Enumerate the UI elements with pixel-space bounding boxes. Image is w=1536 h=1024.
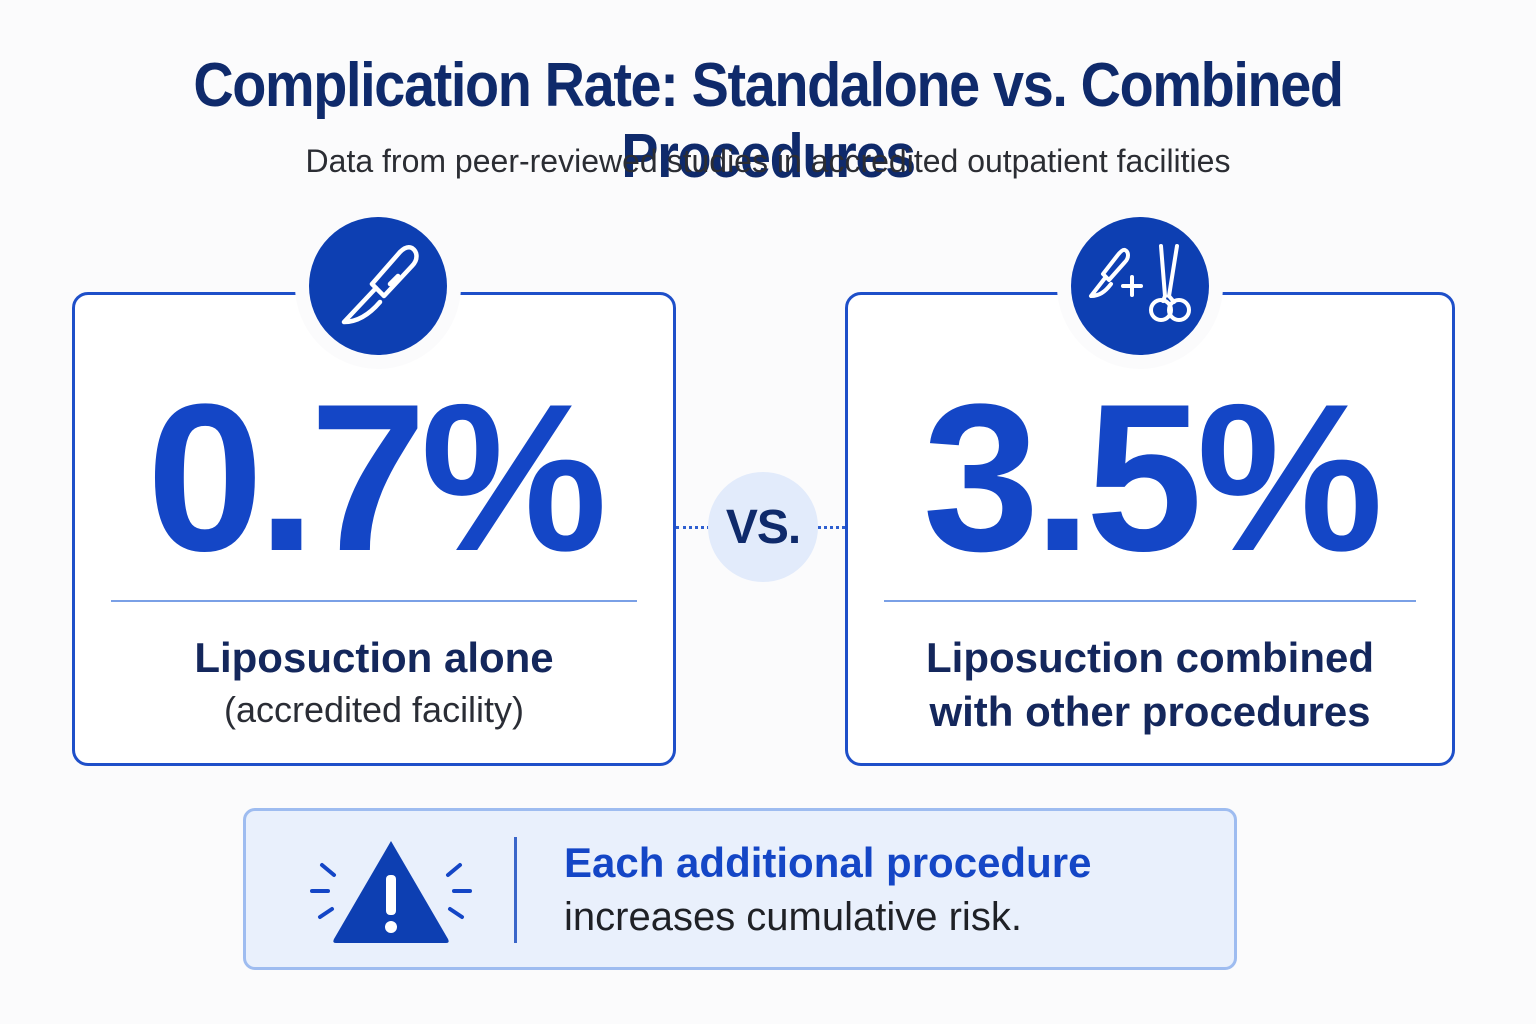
divider [884, 600, 1416, 602]
warning-text: increases cumulative risk. [564, 895, 1022, 939]
warning-triangle-icon [306, 831, 476, 956]
combined-label-line1: Liposuction combined [926, 634, 1374, 681]
vs-connector-left [676, 526, 710, 529]
combined-card: 3.5% Liposuction combined with other pro… [845, 217, 1455, 766]
scalpel-icon [309, 217, 447, 355]
warning-callout: Each additional procedure increases cumu… [243, 808, 1237, 970]
warning-title: Each additional procedure [564, 839, 1092, 886]
combined-label-line2: with other procedures [929, 688, 1371, 735]
page-subtitle: Data from peer-reviewed studies in accre… [305, 143, 1231, 179]
standalone-rate: 0.7% [146, 360, 608, 595]
vs-connector-right [818, 526, 845, 529]
standalone-sublabel: (accredited facility) [223, 689, 525, 730]
warning-separator [514, 837, 517, 943]
standalone-label: Liposuction alone [194, 634, 554, 681]
page-title: Complication Rate: Standalone vs. Combin… [193, 51, 1344, 191]
divider [111, 600, 637, 602]
vs-badge: VS. [708, 472, 818, 582]
combined-rate: 3.5% [922, 360, 1384, 595]
scalpel-plus-scissors-icon [1071, 217, 1209, 355]
standalone-card: 0.7% Liposuction alone (accredited facil… [72, 217, 676, 766]
combined-label: Liposuction combined with other procedur… [848, 631, 1452, 739]
